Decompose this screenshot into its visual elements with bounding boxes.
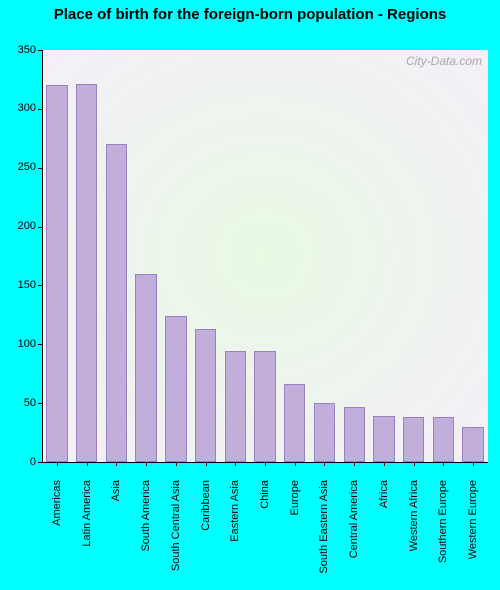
- xtick-label: Western Africa: [408, 480, 420, 590]
- chart-title: Place of birth for the foreign-born popu…: [0, 6, 500, 24]
- bar-slot: [458, 50, 488, 462]
- bar: [314, 403, 335, 462]
- bar-slot: [161, 50, 191, 462]
- bar-slot: [429, 50, 459, 462]
- ytick-label: 300: [18, 102, 36, 114]
- bar: [433, 417, 454, 462]
- bar-slot: [369, 50, 399, 462]
- bar-slot: [399, 50, 429, 462]
- bars-area: [42, 50, 488, 462]
- bar: [76, 84, 97, 462]
- bar: [403, 417, 424, 462]
- ytick-label: 0: [30, 456, 36, 468]
- bar: [135, 274, 156, 462]
- ytick-label: 150: [18, 279, 36, 291]
- bar-slot: [131, 50, 161, 462]
- ytick-label: 50: [24, 397, 36, 409]
- bar: [373, 416, 394, 462]
- bar: [46, 85, 67, 462]
- xtick-label: Eastern Asia: [229, 480, 241, 590]
- bar: [225, 351, 246, 462]
- xtick-label: Western Europe: [467, 480, 479, 590]
- bar-slot: [191, 50, 221, 462]
- xtick-label: Central America: [348, 480, 360, 590]
- xtick-label: Caribbean: [200, 480, 212, 590]
- bar-slot: [339, 50, 369, 462]
- bar-slot: [280, 50, 310, 462]
- bar-slot: [72, 50, 102, 462]
- xtick-label: South America: [140, 480, 152, 590]
- chart-frame: Place of birth for the foreign-born popu…: [0, 0, 500, 590]
- xtick-label: China: [259, 480, 271, 590]
- xtick-label: Latin America: [81, 480, 93, 590]
- ytick-label: 200: [18, 220, 36, 232]
- xtick-label: Asia: [110, 480, 122, 590]
- y-axis-line: [42, 50, 43, 462]
- bar: [344, 407, 365, 462]
- xtick-label: Africa: [378, 480, 390, 590]
- bar-slot: [101, 50, 131, 462]
- xtick-label: Europe: [289, 480, 301, 590]
- xtick-label: Americas: [51, 480, 63, 590]
- ytick-label: 250: [18, 161, 36, 173]
- bar-slot: [42, 50, 72, 462]
- bar-slot: [310, 50, 340, 462]
- ytick-label: 350: [18, 44, 36, 56]
- bar: [195, 329, 216, 462]
- xtick-label: Southern Europe: [437, 480, 449, 590]
- bar: [165, 316, 186, 462]
- bar: [462, 427, 483, 462]
- xtick-label: South Central Asia: [170, 480, 182, 590]
- bar: [106, 144, 127, 462]
- bar: [284, 384, 305, 462]
- xtick-label: South Eastern Asia: [318, 480, 330, 590]
- bar-slot: [250, 50, 280, 462]
- bar-slot: [220, 50, 250, 462]
- ytick-label: 100: [18, 338, 36, 350]
- bar: [254, 351, 275, 462]
